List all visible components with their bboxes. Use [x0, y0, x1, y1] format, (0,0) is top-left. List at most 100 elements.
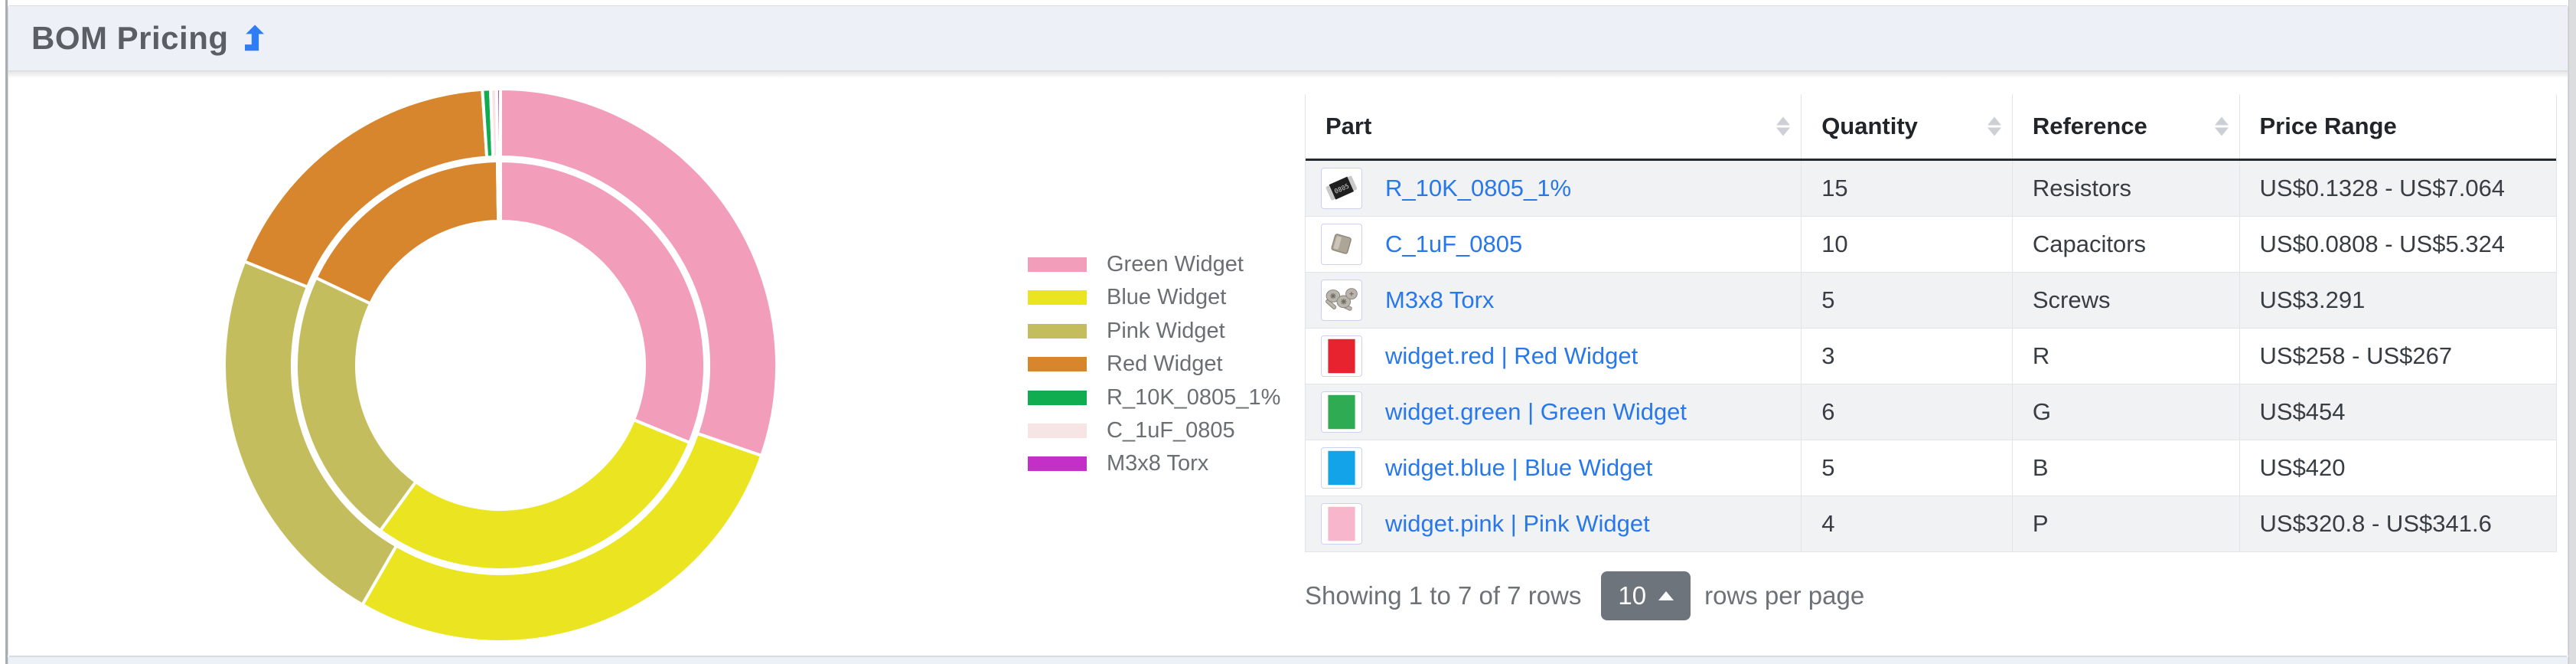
bom-pricing-panel: BOM Pricing Green Widget Blue Widget Pink … — [8, 5, 2568, 656]
table-row: widget.red | Red Widget 3 R US$258 - US$267 — [1306, 329, 2556, 384]
column-header-label: Price Range — [2259, 113, 2397, 139]
legend-item-Green Widget[interactable]: Green Widget — [1028, 252, 1280, 276]
sort-arrows-icon[interactable] — [1987, 116, 2001, 136]
sort-up-arrow — [1776, 116, 1791, 126]
legend-item-Red Widget[interactable]: Red Widget — [1028, 352, 1280, 377]
legend-item-label: C_1uF_0805 — [1107, 417, 1235, 443]
legend-item-label: Blue Widget — [1107, 285, 1227, 310]
part-link[interactable]: widget.pink | Pink Widget — [1385, 510, 1650, 537]
part-thumbnail-capacitor-icon[interactable] — [1321, 224, 1362, 265]
price-range-cell: US$3.291 — [2259, 286, 2366, 313]
legend-swatch-icon — [1028, 390, 1087, 405]
part-cell: M3x8 Torx — [1306, 273, 1802, 328]
next-panel-header-strip — [8, 656, 2568, 664]
price-range-cell: US$320.8 - US$341.6 — [2259, 510, 2492, 537]
part-cell: widget.red | Red Widget — [1306, 329, 1802, 384]
rows-per-page-label: rows per page — [1704, 581, 1865, 610]
reference-cell: Capacitors — [2013, 217, 2240, 272]
part-cell: C_1uF_0805 — [1306, 217, 1802, 272]
column-header-label: Reference — [2032, 113, 2147, 139]
legend-swatch-icon — [1028, 357, 1087, 372]
quantity-cell: 5 — [1802, 273, 2013, 328]
part-thumbnail-swatch-icon[interactable] — [1321, 503, 1362, 545]
quantity-cell: 3 — [1802, 329, 2013, 384]
panel-body: Green Widget Blue Widget Pink Widget Red Wi… — [8, 71, 2568, 656]
sort-up-arrow — [2214, 116, 2229, 126]
legend-item-Blue Widget[interactable]: Blue Widget — [1028, 285, 1280, 310]
sort-down-arrow — [1776, 127, 1791, 136]
column-header-price-range: Price Range — [2240, 94, 2557, 159]
part-thumbnail-swatch-icon[interactable] — [1321, 391, 1362, 433]
legend-item-R_10K_0805_1%[interactable]: R_10K_0805_1% — [1028, 384, 1281, 410]
legend-swatch-icon — [1028, 257, 1087, 272]
legend-item-C_1uF_0805[interactable]: C_1uF_0805 — [1028, 417, 1280, 443]
column-header-part[interactable]: Part — [1306, 94, 1802, 159]
sort-arrows-icon[interactable] — [1776, 116, 1791, 136]
reference-cell: Screws — [2013, 273, 2240, 328]
donut-outer-segment-M3x8 Torx[interactable] — [494, 87, 503, 159]
donut-outer-segment-Green Widget[interactable] — [499, 87, 778, 458]
part-link[interactable]: widget.blue | Blue Widget — [1385, 454, 1653, 481]
donut-inner-segment-Pink Widget[interactable] — [295, 275, 419, 533]
column-header-quantity[interactable]: Quantity — [1802, 94, 2013, 159]
part-thumbnail-swatch-icon[interactable] — [1321, 447, 1362, 489]
donut-inner-segment-Blue Widget[interactable] — [378, 417, 692, 571]
price-range-cell: US$420 — [2259, 454, 2346, 481]
table-body: 0805 R_10K_0805_1% 15 Resistors US$0.1328 - … — [1306, 161, 2556, 552]
legend-swatch-icon — [1028, 323, 1087, 339]
table-row: widget.pink | Pink Widget 4 P US$320.8 - US… — [1306, 496, 2556, 552]
quantity-cell: 6 — [1802, 384, 2013, 440]
donut-inner-segment-Green Widget[interactable] — [499, 159, 706, 445]
part-link[interactable]: R_10K_0805_1% — [1385, 175, 1572, 201]
legend-item-label: Green Widget — [1107, 252, 1244, 276]
reference-cell: B — [2013, 440, 2240, 496]
page-size-dropdown-button[interactable]: 10 — [1601, 571, 1691, 620]
sort-up-arrow — [1987, 116, 2001, 126]
pagination-summary: Showing 1 to 7 of 7 rows — [1305, 581, 1582, 610]
part-link[interactable]: C_1uF_0805 — [1385, 231, 1523, 257]
donut-inner-segment-M3x8 Torx[interactable] — [496, 159, 502, 224]
part-link[interactable]: widget.red | Red Widget — [1385, 342, 1639, 369]
chart-legend: Green Widget Blue Widget Pink Widget Red Wi… — [1028, 252, 1281, 475]
legend-swatch-icon — [1028, 423, 1087, 438]
column-header-label: Quantity — [1821, 113, 1918, 139]
table-pagination: Showing 1 to 7 of 7 rows 10 rows per pag… — [1305, 569, 1864, 623]
sort-arrows-icon[interactable] — [2214, 116, 2229, 136]
quantity-cell: 4 — [1802, 496, 2013, 551]
reference-cell: G — [2013, 384, 2240, 440]
donut-outer-segment-Blue Widget[interactable] — [360, 431, 764, 643]
part-thumbnail-resistor-icon[interactable]: 0805 — [1321, 168, 1362, 209]
part-thumbnail-screws-icon[interactable] — [1321, 280, 1362, 321]
legend-item-M3x8 Torx[interactable]: M3x8 Torx — [1028, 453, 1280, 475]
level-up-arrow-icon[interactable] — [241, 24, 264, 57]
quantity-cell: 5 — [1802, 440, 2013, 496]
price-range-cell: US$258 - US$267 — [2259, 342, 2453, 369]
table-row: widget.blue | Blue Widget 5 B US$420 — [1306, 440, 2556, 496]
window-edge-line — [5, 0, 8, 664]
reference-cell: R — [2013, 329, 2240, 384]
panel-title: BOM Pricing — [31, 20, 229, 56]
bom-pricing-table: Part Quantity Reference Price Range 0805 R_1… — [1305, 94, 2557, 552]
column-header-reference[interactable]: Reference — [2013, 94, 2240, 159]
legend-item-label: R_10K_0805_1% — [1107, 384, 1281, 410]
column-header-label: Part — [1325, 113, 1372, 139]
legend-item-label: Pink Widget — [1107, 318, 1225, 343]
legend-item-label: Red Widget — [1107, 352, 1223, 377]
part-link[interactable]: widget.green | Green Widget — [1385, 398, 1687, 425]
part-cell: widget.blue | Blue Widget — [1306, 440, 1802, 496]
quantity-cell: 15 — [1802, 161, 2013, 216]
part-thumbnail-swatch-icon[interactable] — [1321, 335, 1362, 377]
vertical-scrollbar[interactable] — [2568, 0, 2576, 664]
sort-down-arrow — [2214, 127, 2229, 136]
sort-down-arrow — [1987, 127, 2001, 136]
quantity-cell: 10 — [1802, 217, 2013, 272]
legend-item-Pink Widget[interactable]: Pink Widget — [1028, 318, 1280, 343]
reference-cell: P — [2013, 496, 2240, 551]
page-size-value: 10 — [1618, 581, 1647, 610]
caret-up-icon — [1658, 591, 1674, 600]
table-header-row: Part Quantity Reference Price Range — [1306, 94, 2556, 161]
price-range-cell: US$0.1328 - US$7.064 — [2259, 175, 2506, 201]
part-link[interactable]: M3x8 Torx — [1385, 286, 1495, 313]
bom-pricing-donut-chart — [223, 87, 778, 643]
part-cell: 0805 R_10K_0805_1% — [1306, 161, 1802, 216]
